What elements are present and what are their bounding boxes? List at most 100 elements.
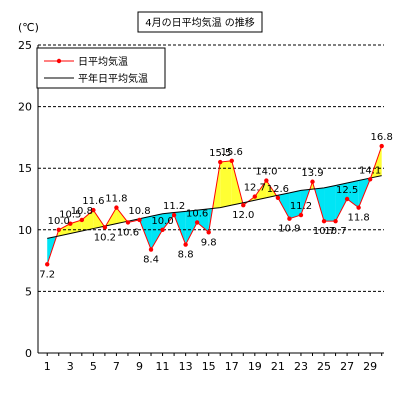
daily-point-26 [333,218,338,224]
legend-marker-daily [56,58,62,64]
daily-point-12 [171,212,177,218]
daily-point-8 [125,220,131,225]
data-label-day-5: 11.6 [82,196,104,207]
x-tick-label: 1 [44,360,51,373]
daily-point-30 [379,143,384,149]
y-tick-label: 25 [18,39,32,52]
data-label-day-11: 10.0 [151,216,173,227]
fill-below-normal-21-0 [277,192,290,219]
x-tick-label: 23 [294,360,308,373]
data-label-day-28: 11.8 [347,213,369,224]
fill-below-normal-25-0 [324,185,336,222]
legend-label-daily: 日平均気温 [78,55,128,68]
x-tick-label: 19 [248,360,262,373]
data-label-day-6: 10.2 [94,232,116,243]
points-layer [45,143,384,267]
data-label-day-7: 11.8 [105,194,127,205]
daily-point-13 [183,242,188,247]
y-tick-label: 10 [18,224,32,237]
x-tick-label: 21 [271,360,285,373]
data-label-day-4: 10.8 [71,206,93,217]
data-label-day-1: 7.2 [39,269,55,280]
fill-above-normal-19-0 [254,180,267,201]
y-tick-label: 0 [25,347,32,360]
daily-point-25 [321,218,327,224]
daily-point-28 [356,205,361,210]
daily-point-4 [79,217,85,223]
x-tick-label: 7 [113,360,120,373]
legend-label-normal: 平年日平均気温 [78,72,148,85]
daily-point-5 [91,207,96,213]
fill-below-normal-13-0 [185,210,198,245]
data-label-day-23: 11.2 [290,201,312,212]
daily-point-18 [241,202,246,208]
fill-below-normal-22-0 [289,190,301,219]
legend: 日平均気温 平年日平均気温 [36,47,166,89]
x-tick-label: 5 [90,360,97,373]
daily-point-20 [264,178,269,183]
daily-point-17 [229,158,234,164]
daily-point-2 [56,227,61,232]
data-label-day-25: 10.7 [313,226,335,237]
y-tick-label: 20 [18,101,32,114]
daily-point-14 [194,220,200,225]
y-unit-label: (℃) [18,21,39,34]
data-label-day-20: 14.0 [255,167,277,178]
daily-point-1 [45,262,50,267]
data-label-day-24: 13.9 [301,168,323,179]
x-tick-label: 13 [179,360,193,373]
fill-above-normal-16-0 [220,160,232,208]
fill-above-normal-4-0 [81,210,94,232]
data-label-day-9: 10.8 [128,206,150,217]
data-label-day-27: 12.5 [336,185,358,196]
data-label-day-13: 8.8 [178,250,194,261]
data-label-day-3: 10.5 [59,210,81,221]
data-label-day-22: 10.9 [278,224,300,235]
daily-point-7 [114,205,119,210]
daily-point-11 [160,227,165,232]
data-label-day-18: 12.0 [232,210,254,221]
fill-below-normal-26-0 [335,182,348,222]
daily-point-24 [310,179,315,184]
daily-point-15 [206,230,211,235]
fill-below-normal-14-0 [197,208,209,233]
y-tick-label: 5 [25,285,32,298]
legend-box [36,47,166,89]
fill-below-normal-10-0 [151,213,163,250]
daily-point-3 [68,221,73,226]
y-tick-label: 15 [18,162,32,175]
daily-point-6 [102,225,108,230]
daily-point-21 [275,195,281,200]
data-label-day-21: 12.6 [267,184,289,195]
daily-point-16 [218,159,223,165]
data-label-day-8: 10.6 [117,227,139,238]
data-label-day-2: 10.0 [48,216,70,227]
data-label-day-15: 9.8 [201,237,217,248]
data-label-day-14: 10.6 [186,208,208,219]
data-label-day-19: 12.7 [244,183,266,194]
data-label-day-30: 16.8 [371,132,393,143]
data-label-day-10: 8.4 [143,255,159,266]
x-tick-label: 17 [225,360,239,373]
data-label-day-12: 11.2 [163,201,185,212]
data-label-day-16: 15.5 [209,148,231,159]
x-tick-label: 9 [136,360,143,373]
daily-point-27 [344,196,350,202]
x-tick-label: 3 [67,360,74,373]
data-label-day-29: 14.1 [359,165,381,176]
x-tick-label: 11 [156,360,170,373]
chart-title: 4月の日平均気温 の推移 [145,16,255,29]
x-tick-label: 29 [363,360,377,373]
data-label-day-26: 10.7 [324,226,346,237]
x-tick-label: 25 [317,360,331,373]
grid-layer [38,44,384,292]
data-labels-layer: 7.210.010.510.811.610.211.810.610.88.410… [39,132,393,280]
daily-point-29 [367,177,373,182]
x-tick-label: 15 [202,360,216,373]
daily-point-9 [137,217,142,223]
daily-point-23 [298,212,304,218]
x-tick-label: 27 [340,360,354,373]
daily-point-22 [287,216,292,221]
